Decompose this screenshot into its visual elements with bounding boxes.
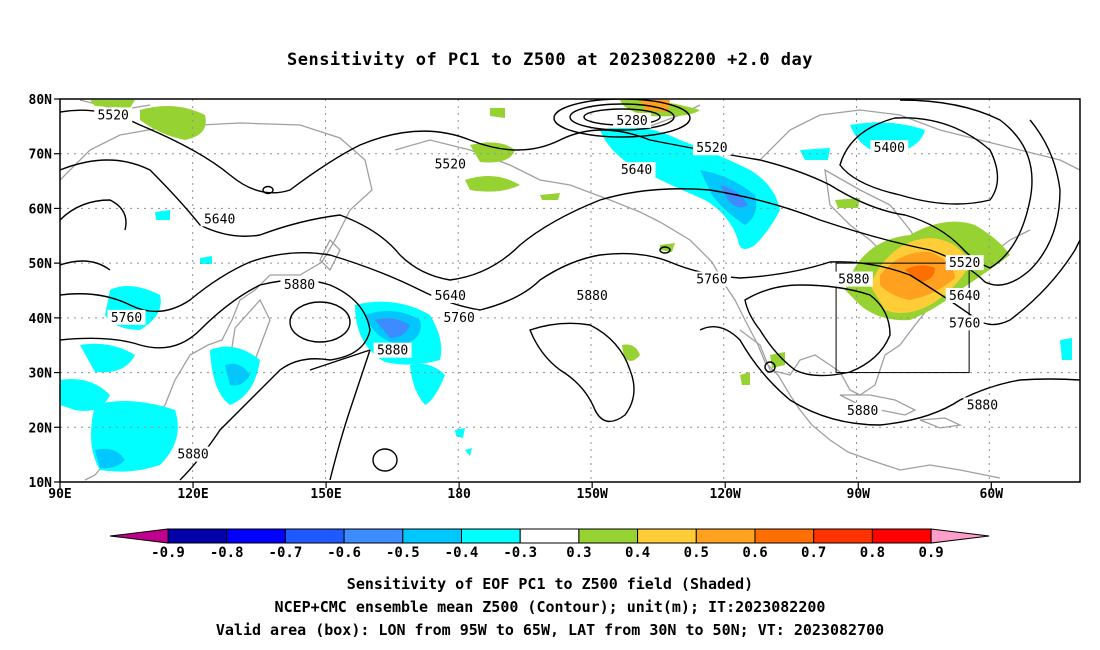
colorbar-label: -0.6 bbox=[327, 545, 361, 561]
contour-label-bg bbox=[843, 402, 882, 418]
latitude-label: 50N bbox=[29, 257, 53, 272]
map-frame bbox=[59, 98, 1081, 483]
contour-label-bg bbox=[440, 309, 479, 325]
contour-label-bg bbox=[963, 397, 1002, 413]
colorbar-swatch bbox=[695, 528, 756, 544]
contour-label-bg bbox=[280, 277, 319, 293]
contour-label: 5280 bbox=[616, 114, 647, 129]
contour-label-bg bbox=[94, 107, 133, 123]
latitude-label: 60N bbox=[29, 202, 53, 217]
colorbar-swatch bbox=[519, 528, 580, 544]
colorbar-swatch bbox=[461, 528, 521, 544]
colorbar-label: -0.4 bbox=[445, 545, 479, 561]
contour-label: 5760 bbox=[443, 311, 474, 326]
contour-label: 5400 bbox=[874, 141, 905, 156]
longitude-label: 120W bbox=[710, 487, 741, 502]
contour-label: 5760 bbox=[696, 273, 727, 288]
colorbar-label: 0.5 bbox=[684, 545, 709, 561]
contour-label: 5640 bbox=[621, 163, 652, 178]
contour-label: 5520 bbox=[696, 141, 727, 156]
contour-label-bg bbox=[174, 446, 213, 462]
latitude-label: 30N bbox=[29, 367, 53, 382]
contour-label: 5520 bbox=[98, 108, 129, 123]
sensitivity-shading bbox=[60, 99, 1072, 472]
contour-label-bg bbox=[834, 271, 873, 287]
contour-label-bg bbox=[945, 287, 984, 303]
contour-label: 5640 bbox=[204, 212, 235, 227]
colorbar-swatch bbox=[871, 528, 932, 544]
latitude-label: 80N bbox=[29, 93, 53, 108]
contour-label: 5760 bbox=[111, 311, 142, 326]
contour-labels: 5520 5280 5520 5400 5520 5640 5640 5880 5520 5760… bbox=[94, 107, 1002, 463]
contour-label-bg bbox=[107, 309, 146, 325]
latitude-label: 70N bbox=[29, 148, 53, 163]
colorbar-label: 0.6 bbox=[742, 545, 767, 561]
caption-line-2: NCEP+CMC ensemble mean Z500 (Contour); u… bbox=[274, 598, 826, 616]
plot-title: Sensitivity of PC1 to Z500 at 2023082200… bbox=[286, 50, 813, 70]
contour-label: 5880 bbox=[577, 289, 608, 304]
contour-label: 5760 bbox=[949, 316, 980, 331]
colorbar-low-arrow bbox=[109, 528, 169, 544]
longitude-labels: 90E 120E 150E 180 150W 120W 90W 60W bbox=[48, 482, 1003, 502]
colorbar-label: 0.8 bbox=[860, 545, 885, 561]
contour-label: 5520 bbox=[435, 158, 466, 173]
caption-line-1: Sensitivity of EOF PC1 to Z500 field (Sh… bbox=[346, 575, 754, 593]
latitude-label: 40N bbox=[29, 312, 53, 327]
longitude-label: 90W bbox=[847, 487, 871, 502]
colorbar-swatch bbox=[637, 528, 697, 544]
colorbar-swatch bbox=[284, 528, 345, 544]
latitude-label: 20N bbox=[29, 421, 53, 436]
longitude-label: 60W bbox=[980, 487, 1004, 502]
colorbar-swatch bbox=[402, 528, 462, 544]
colorbar-label: 0.7 bbox=[801, 545, 826, 561]
contour-label-bg bbox=[431, 156, 470, 172]
contour-label-bg bbox=[945, 315, 984, 331]
colorbar-label: 0.9 bbox=[918, 545, 943, 561]
contour-label: 5880 bbox=[847, 404, 878, 419]
colorbar-swatch bbox=[578, 528, 639, 544]
latitude-label: 10N bbox=[29, 476, 53, 491]
colorbar-high-arrow bbox=[930, 528, 990, 544]
colorbar-label: 0.4 bbox=[625, 545, 650, 561]
longitude-label: 150E bbox=[310, 487, 341, 502]
contour-label-bg bbox=[613, 112, 652, 128]
contour-label: 5640 bbox=[435, 289, 466, 304]
contour-label-bg bbox=[373, 342, 412, 358]
contour-label: 5880 bbox=[967, 398, 998, 413]
contour-label: 5880 bbox=[284, 278, 315, 293]
colorbar-label: -0.9 bbox=[151, 545, 185, 561]
colorbar: -0.9 -0.8 -0.7 -0.6 -0.5 -0.4 -0.3 0.3 0.4 0.5 0.6… bbox=[109, 528, 990, 561]
contour-label-bg bbox=[200, 211, 239, 227]
longitude-label: 180 bbox=[447, 487, 471, 502]
latitude-labels: 80N 70N 60N 50N 40N 30N 20N 10N bbox=[29, 93, 60, 491]
caption-line-3: Valid area (box): LON from 95W to 65W, L… bbox=[215, 621, 885, 639]
colorbar-swatch bbox=[226, 528, 286, 544]
contour-label: 5520 bbox=[949, 256, 980, 271]
longitude-label: 150W bbox=[577, 487, 608, 502]
colorbar-label: -0.3 bbox=[503, 545, 537, 561]
contour-label-bg bbox=[431, 287, 470, 303]
colorbar-label: -0.8 bbox=[210, 545, 244, 561]
colorbar-swatch bbox=[813, 528, 873, 544]
colorbar-label: -0.5 bbox=[386, 545, 420, 561]
colorbar-label: -0.7 bbox=[269, 545, 303, 561]
contour-label: 5640 bbox=[949, 289, 980, 304]
contour-label-bg bbox=[870, 140, 909, 156]
longitude-label: 120E bbox=[177, 487, 208, 502]
contour-label: 5880 bbox=[838, 273, 869, 288]
contour-label: 5880 bbox=[377, 344, 408, 359]
contour-label-bg bbox=[945, 255, 984, 271]
colorbar-swatch bbox=[167, 528, 228, 544]
contour-label-bg bbox=[692, 140, 731, 156]
coastlines bbox=[60, 99, 1080, 481]
colorbar-swatch bbox=[754, 528, 815, 544]
contour-label-bg bbox=[692, 271, 731, 287]
colorbar-label: 0.3 bbox=[566, 545, 591, 561]
colorbar-swatch bbox=[343, 528, 404, 544]
longitude-label: 90E bbox=[48, 487, 71, 502]
contour-label-bg bbox=[617, 162, 656, 178]
contour-label: 5880 bbox=[177, 448, 208, 463]
contour-label-bg bbox=[573, 287, 612, 303]
